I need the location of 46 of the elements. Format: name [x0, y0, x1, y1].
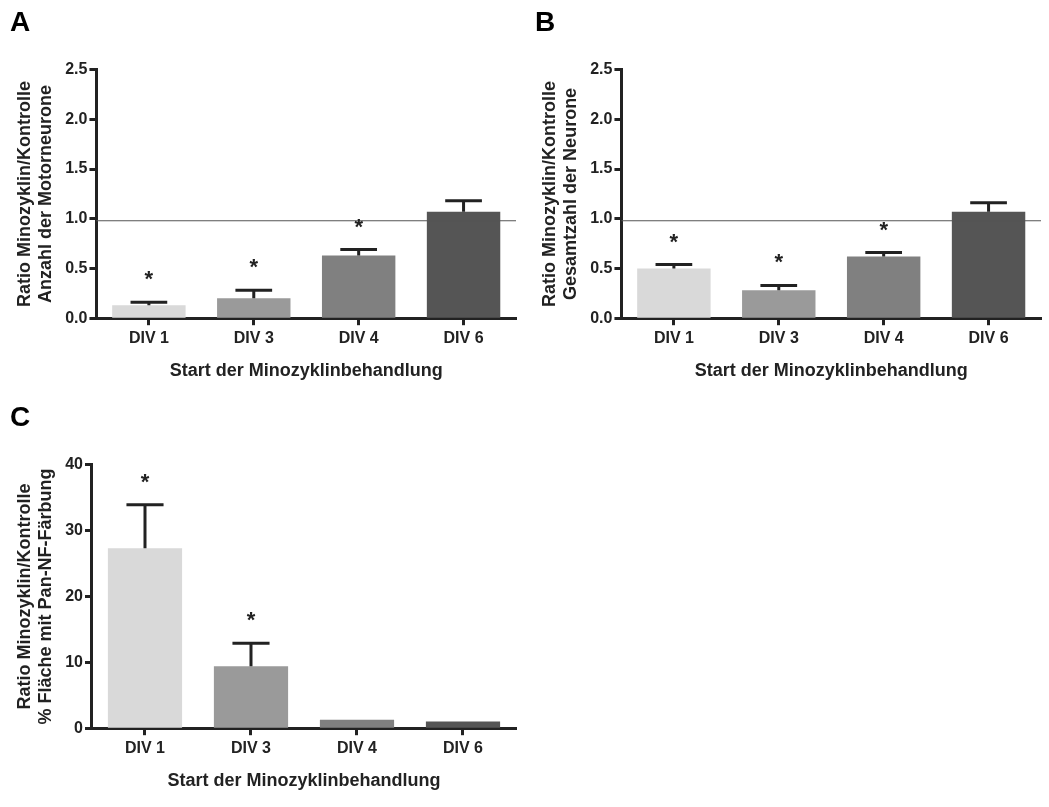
x-axis-title: Start der Minozyklinbehandlung — [167, 770, 441, 791]
y-axis-title: Ratio Minozyklin/Kontrolle Gesamtzahl der Neurone — [538, 80, 581, 307]
y-tick-label: 2.0 — [590, 109, 613, 127]
chart-title: A — [10, 5, 31, 37]
y-tick-label: 40 — [65, 455, 84, 473]
x-tick-label: DIV 3 — [758, 329, 799, 347]
x-tick-label: DIV 6 — [968, 329, 1009, 347]
chart-title: B — [535, 5, 556, 37]
y-tick-label: 1.5 — [590, 159, 613, 177]
annotation: * — [354, 213, 364, 239]
y-tick-label: 0.0 — [590, 308, 613, 326]
x-axis-title: Start der Minozyklinbehandlung — [169, 360, 443, 381]
y-tick-label: 0.5 — [65, 258, 88, 276]
annotation: * — [774, 249, 784, 275]
y-tick-label: 10 — [65, 652, 84, 670]
annotation: * — [246, 607, 256, 633]
x-axis-title: Start der Minozyklinbehandlung — [694, 360, 968, 381]
y-tick-label: 2.0 — [65, 109, 88, 127]
x-tick-label: DIV 1 — [128, 329, 169, 347]
annotation: * — [669, 228, 679, 254]
y-tick-label: 0 — [74, 718, 84, 736]
y-axis-title: Ratio Minozyklin/Kontrolle % Fläche mit Pan-NF-Färbung — [13, 468, 56, 725]
y-tick-label: 0.0 — [65, 308, 88, 326]
y-tick-label: 0.5 — [590, 258, 613, 276]
x-tick-label: DIV 6 — [442, 739, 484, 757]
annotation: * — [249, 254, 259, 280]
x-tick-label: DIV 4 — [863, 329, 904, 347]
y-tick-label: 1.5 — [65, 159, 88, 177]
y-tick-label: 1.0 — [65, 209, 88, 227]
x-tick-label: DIV 6 — [443, 329, 484, 347]
x-tick-label: DIV 1 — [124, 739, 166, 757]
y-tick-label: 30 — [65, 520, 84, 538]
x-tick-label: DIV 4 — [338, 329, 379, 347]
y-tick-label: 2.5 — [65, 60, 88, 78]
annotation: * — [140, 468, 150, 494]
chart-title: C — [10, 400, 31, 432]
annotation: * — [144, 266, 154, 292]
x-tick-label: DIV 1 — [653, 329, 694, 347]
y-tick-label: 2.5 — [590, 60, 613, 78]
x-tick-label: DIV 3 — [233, 329, 274, 347]
y-tick-label: 1.0 — [590, 209, 613, 227]
annotation: * — [879, 216, 889, 242]
y-axis-title: Ratio Minozyklin/Kontrolle Anzahl der Motorneurone — [13, 80, 56, 307]
x-tick-label: DIV 4 — [336, 739, 378, 757]
y-tick-label: 20 — [65, 586, 84, 604]
x-tick-label: DIV 3 — [230, 739, 272, 757]
